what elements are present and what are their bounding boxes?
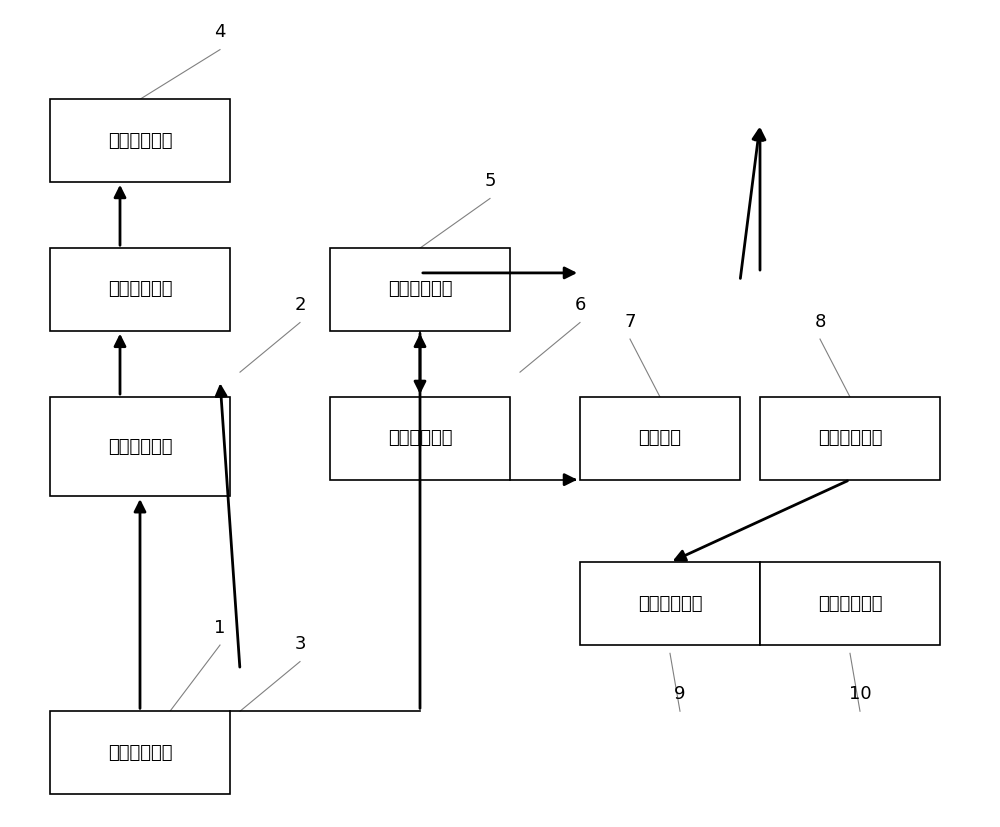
Text: 3: 3: [294, 635, 306, 653]
FancyBboxPatch shape: [330, 248, 510, 331]
Text: 氢气净化装置: 氢气净化装置: [388, 280, 452, 299]
Text: 氧气净化装置: 氧气净化装置: [108, 280, 172, 299]
Text: 5: 5: [484, 172, 496, 190]
Text: 4: 4: [214, 23, 226, 41]
Text: 空分单元: 空分单元: [638, 429, 681, 447]
Text: 氧气存储装置: 氧气存储装置: [108, 131, 172, 150]
Text: 电解制氢装置: 电解制氢装置: [108, 437, 172, 456]
FancyBboxPatch shape: [50, 99, 230, 182]
Text: 10: 10: [849, 685, 871, 703]
Text: 6: 6: [574, 296, 586, 314]
FancyBboxPatch shape: [760, 397, 940, 480]
Text: 氨气合成装置: 氨气合成装置: [638, 595, 702, 613]
FancyBboxPatch shape: [50, 248, 230, 331]
Text: 9: 9: [674, 685, 686, 703]
Text: 数据处理单元: 数据处理单元: [108, 743, 172, 762]
FancyBboxPatch shape: [760, 562, 940, 645]
FancyBboxPatch shape: [50, 397, 230, 496]
Text: 氨气存储装置: 氨气存储装置: [818, 595, 882, 613]
Text: 7: 7: [624, 313, 636, 331]
Text: 1: 1: [214, 619, 226, 637]
Text: 2: 2: [294, 296, 306, 314]
Text: 氢气存储装置: 氢气存储装置: [388, 429, 452, 447]
FancyBboxPatch shape: [330, 397, 510, 480]
FancyBboxPatch shape: [580, 562, 760, 645]
FancyBboxPatch shape: [50, 711, 230, 794]
Text: 8: 8: [814, 313, 826, 331]
Text: 氮气存储装置: 氮气存储装置: [818, 429, 882, 447]
FancyBboxPatch shape: [580, 397, 740, 480]
